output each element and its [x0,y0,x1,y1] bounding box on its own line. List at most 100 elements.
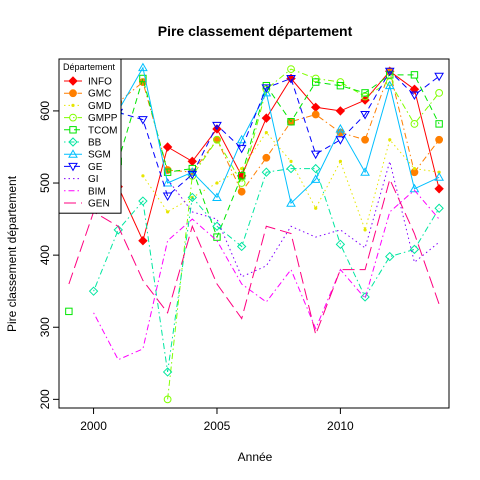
data-point-bb [187,192,197,203]
data-point-bb [385,251,395,262]
data-point-sgm [286,198,296,207]
data-point-ge [360,111,370,120]
legend-marker-info [68,76,78,86]
data-point-tcom [139,74,147,83]
series-gi [167,159,440,278]
data-point-sgm [335,123,346,133]
legend-item-bim: BIM [64,186,106,197]
data-point-info [434,184,444,194]
data-point-tcom [435,120,443,128]
data-point-info [409,84,420,94]
legend-label-gen: GEN [88,199,110,210]
data-point-gmpp [213,135,221,144]
data-point-sgm [261,87,272,97]
legend-item-sgm: SGM [64,149,111,161]
data-point-ge [212,121,222,131]
data-point-tcom [287,118,295,126]
data-point-gmd [314,206,318,210]
data-point-bb [335,239,346,250]
data-point-tcom [336,81,345,90]
legend-marker-gmpp [69,113,77,122]
legend-label-gi: GI [88,174,99,185]
data-point-ge [236,144,247,154]
data-point-gmd [215,181,219,185]
data-point-gmd [388,138,392,142]
legend-item-gmd: GMD [64,101,111,112]
data-point-ge [286,74,296,84]
data-point-ge [434,72,444,82]
data-point-tcom [65,307,73,316]
y-axis-label: Pire classement département [5,175,19,332]
y-tick-label: 300 [38,317,52,337]
series-bim [93,189,440,361]
legend-label-sgm: SGM [88,150,111,161]
series-line-sgm [117,66,440,205]
data-point-gmc [237,187,246,196]
data-point-sgm [212,192,222,201]
data-point-gmd [264,130,268,135]
series-line-bb [93,168,440,372]
data-point-bb [261,167,272,177]
data-point-gmpp [410,119,419,128]
data-point-sgm [236,134,247,144]
legend-label-tcom: TCOM [88,125,117,136]
data-point-gmc [311,110,320,119]
data-point-gmpp [287,65,295,73]
y-tick-label: 600 [38,101,52,121]
data-point-gmc [361,135,369,144]
legend-label-gmc: GMC [88,89,111,100]
series-line-info [117,70,440,243]
axes: 2000 2005 2010 200 300 400 500 600 [38,101,354,433]
plot-frame [58,58,450,409]
data-point-sgm [360,167,370,176]
legend-item-gen: GEN [64,199,110,210]
legend-item-gmc: GMC [64,89,111,100]
data-point-ge [138,116,148,125]
data-point-gmpp [163,395,172,404]
data-point-ge [335,136,346,145]
y-tick-label: 400 [38,245,52,265]
data-point-tcom [410,71,419,79]
legend-label-ge: GE [88,162,103,173]
data-point-bb [360,292,370,302]
data-point-gmd [338,159,342,163]
series-line-ge [118,70,440,197]
legend-item-info: INFO [64,76,112,88]
data-point-info [261,113,272,123]
data-point-ge [261,84,272,93]
data-point-ge [384,67,395,77]
data-point-sgm [310,174,321,183]
data-point-tcom [312,78,320,86]
data-point-bb [88,286,99,296]
x-tick-label: 2000 [80,419,107,433]
legend-label-gmd: GMD [88,101,111,112]
data-point-gmpp [237,179,246,187]
legend-label-bb: BB [88,138,102,149]
legend-item-bb: BB [64,137,102,149]
data-point-info [335,106,346,116]
data-point-sgm [434,172,444,181]
data-point-bb [286,163,296,174]
data-point-bb [138,196,148,206]
legend-item-ge: GE [64,162,103,173]
data-point-ge [409,91,420,101]
x-tick-label: 2010 [327,419,354,433]
y-tick-label: 200 [38,389,52,409]
series-line-bim [93,189,440,361]
data-point-ge [187,170,198,180]
legend-label-gmpp: GMPP [88,113,118,124]
data-point-gmc [435,135,444,144]
legend-item-tcom: TCOM [64,125,117,136]
x-axis-label: Année [238,450,273,464]
legend-box [58,58,122,214]
data-point-sgm [409,183,420,193]
legend-item-gi: GI [64,174,99,185]
data-point-bb [434,203,444,213]
data-point-gmd [412,167,417,171]
legend-label-info: INFO [88,77,112,88]
legend-marker-bb [68,137,78,147]
legend-marker-tcom [69,126,77,134]
data-point-sgm [384,80,395,90]
